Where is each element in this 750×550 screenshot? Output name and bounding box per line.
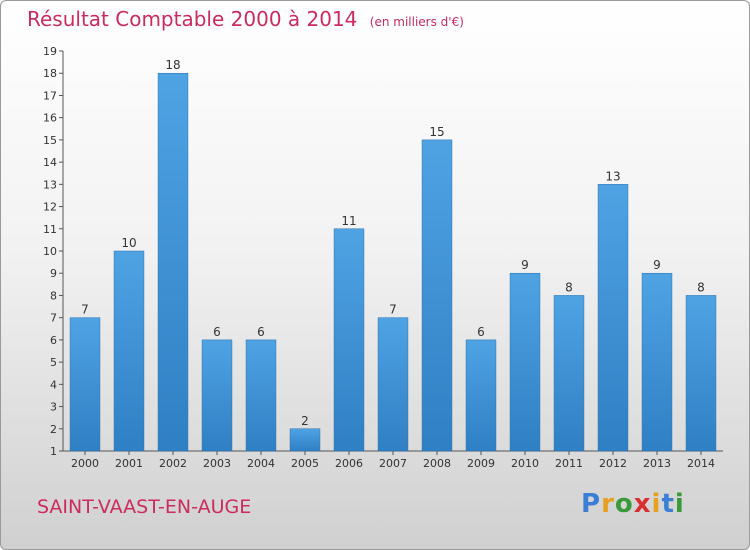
x-tick-label: 2010 bbox=[511, 457, 539, 470]
logo-letter: o bbox=[614, 489, 634, 519]
bar-2014 bbox=[685, 295, 717, 452]
x-tick-label: 2012 bbox=[599, 457, 627, 470]
x-tick-label: 2006 bbox=[335, 457, 363, 470]
bar-2013 bbox=[641, 272, 673, 452]
y-tick-label: 15 bbox=[43, 134, 57, 147]
bar-value-label: 2 bbox=[301, 414, 309, 428]
y-tick-label: 17 bbox=[43, 89, 57, 102]
x-tick-label: 2013 bbox=[643, 457, 671, 470]
proxiti-logo: Proxiti bbox=[581, 489, 685, 519]
bar-2012 bbox=[597, 184, 629, 452]
bar-value-label: 8 bbox=[697, 280, 705, 294]
y-tick-label: 13 bbox=[43, 178, 57, 191]
y-tick-label: 2 bbox=[50, 423, 57, 436]
chart-title: Résultat Comptable 2000 à 2014 (en milli… bbox=[27, 7, 464, 31]
y-tick-label: 6 bbox=[50, 334, 57, 347]
x-tick-label: 2014 bbox=[687, 457, 715, 470]
y-tick-label: 10 bbox=[43, 245, 57, 258]
x-tick-label: 2011 bbox=[555, 457, 583, 470]
bar-2011 bbox=[553, 295, 585, 452]
x-tick-label: 2003 bbox=[203, 457, 231, 470]
y-tick-label: 19 bbox=[43, 45, 57, 58]
bar-value-label: 11 bbox=[341, 214, 356, 228]
bar-2002 bbox=[157, 72, 189, 452]
bar-value-label: 18 bbox=[165, 58, 180, 72]
x-tick-label: 2007 bbox=[379, 457, 407, 470]
logo-letter: P bbox=[581, 489, 602, 519]
bar-value-label: 7 bbox=[81, 303, 89, 317]
chart-unit: (en milliers d'€) bbox=[369, 15, 464, 29]
bar-2009 bbox=[465, 339, 497, 452]
bar-value-label: 15 bbox=[429, 125, 444, 139]
y-tick-label: 3 bbox=[50, 401, 57, 414]
y-tick-label: 1 bbox=[50, 445, 57, 458]
y-tick-label: 9 bbox=[50, 267, 57, 280]
y-tick-label: 16 bbox=[43, 112, 57, 125]
bar-2001 bbox=[113, 250, 145, 452]
bar-value-label: 8 bbox=[565, 280, 573, 294]
y-tick-label: 4 bbox=[50, 378, 57, 391]
logo-letter: t bbox=[661, 489, 675, 519]
bar-value-label: 6 bbox=[213, 325, 221, 339]
bar-value-label: 10 bbox=[121, 236, 136, 250]
bar-2004 bbox=[245, 339, 277, 452]
bar-2000 bbox=[69, 317, 101, 452]
logo-letter: x bbox=[633, 489, 652, 519]
y-tick-label: 7 bbox=[50, 312, 57, 325]
logo-letter: i bbox=[674, 489, 685, 519]
x-tick-label: 2001 bbox=[115, 457, 143, 470]
x-tick-label: 2004 bbox=[247, 457, 275, 470]
logo-letter: r bbox=[601, 489, 615, 519]
x-tick-label: 2002 bbox=[159, 457, 187, 470]
bar-2006 bbox=[333, 228, 365, 452]
y-tick-label: 5 bbox=[50, 356, 57, 369]
bar-value-label: 9 bbox=[653, 258, 661, 272]
logo-letter: i bbox=[651, 489, 662, 519]
y-tick-label: 8 bbox=[50, 289, 57, 302]
y-tick-label: 12 bbox=[43, 201, 57, 214]
x-tick-label: 2008 bbox=[423, 457, 451, 470]
x-tick-label: 2005 bbox=[291, 457, 319, 470]
bar-2010 bbox=[509, 272, 541, 452]
bar-value-label: 7 bbox=[389, 303, 397, 317]
bar-value-label: 13 bbox=[605, 169, 620, 183]
bar-2007 bbox=[377, 317, 409, 452]
y-tick-label: 11 bbox=[43, 223, 57, 236]
bar-2005 bbox=[289, 428, 321, 452]
bar-2008 bbox=[421, 139, 453, 452]
bar-2003 bbox=[201, 339, 233, 452]
y-tick-label: 18 bbox=[43, 67, 57, 80]
bar-value-label: 9 bbox=[521, 258, 529, 272]
bar-value-label: 6 bbox=[477, 325, 485, 339]
place-name: SAINT-VAAST-EN-AUGE bbox=[37, 496, 252, 518]
x-tick-label: 2000 bbox=[71, 457, 99, 470]
y-tick-label: 14 bbox=[43, 156, 57, 169]
chart-title-text: Résultat Comptable 2000 à 2014 bbox=[27, 7, 358, 31]
x-tick-label: 2009 bbox=[467, 457, 495, 470]
bar-value-label: 6 bbox=[257, 325, 265, 339]
